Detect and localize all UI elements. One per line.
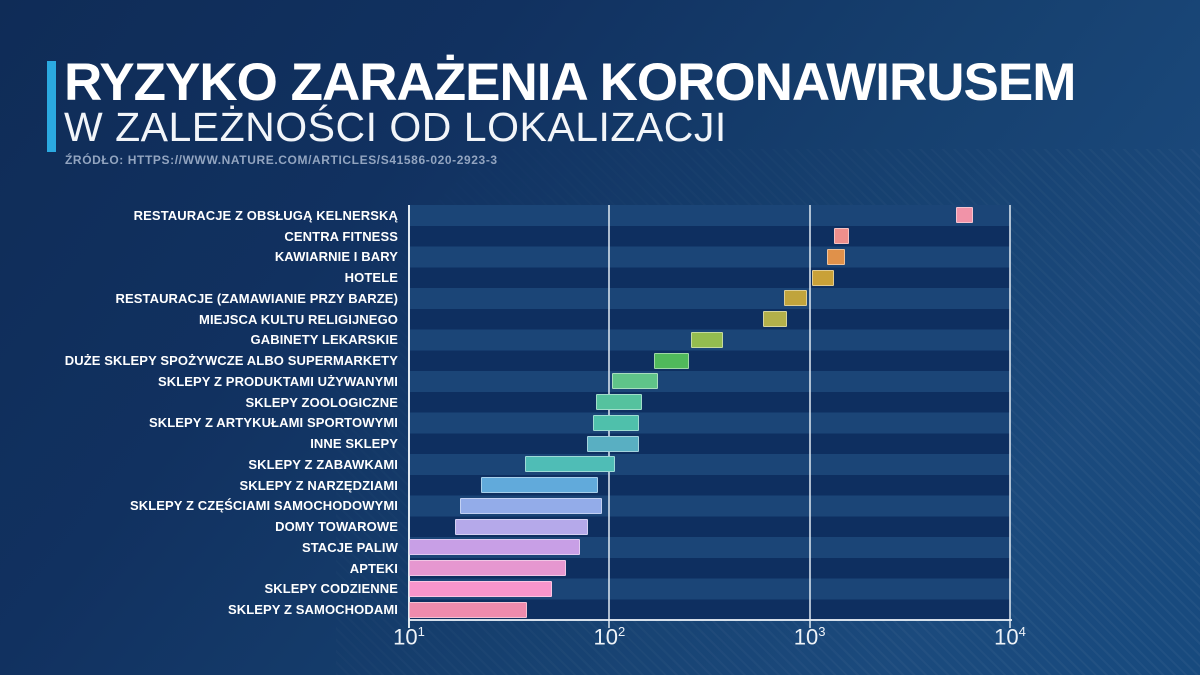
- category-label: SKLEPY Z ZABAWKAMI: [248, 456, 398, 472]
- range-bar: [409, 580, 553, 597]
- range-bar: [956, 207, 973, 224]
- category-label: KAWIARNIE I BARY: [274, 249, 398, 265]
- range-bar: [409, 601, 528, 618]
- category-label: DOMY TOWAROWE: [275, 519, 398, 535]
- category-label: APTEKI: [349, 560, 398, 576]
- range-bar: [593, 414, 639, 431]
- range-bar: [784, 290, 807, 307]
- range-bar: [763, 311, 788, 328]
- category-label: SKLEPY Z SAMOCHODAMI: [227, 602, 398, 618]
- x-tick-label: 101: [393, 624, 425, 650]
- range-bar: [690, 331, 724, 348]
- gridline-10e3: [808, 205, 811, 628]
- range-bar: [525, 456, 616, 473]
- category-label: DUŻE SKLEPY SPOŻYWCZE ALBO SUPERMARKETY: [64, 353, 398, 369]
- gridline-10e4: [1009, 205, 1011, 628]
- category-label: RESTAURACJE (ZAMAWIANIE PRZY BARZE): [115, 290, 398, 306]
- category-label: MIEJSCA KULTU RELIGIJNEGO: [199, 311, 398, 327]
- category-label: SKLEPY ZOOLOGICZNE: [245, 394, 398, 410]
- category-label: SKLEPY Z PRODUKTAMI UŻYWANYMI: [157, 373, 398, 389]
- page-title: RYZYKO ZARAŻENIA KORONAWIRUSEM: [64, 53, 1076, 112]
- gridline-10e1: [408, 205, 410, 628]
- category-label: SKLEPY CODZIENNE: [264, 581, 398, 597]
- x-tick-label: 104: [994, 624, 1026, 650]
- x-axis-line: [409, 619, 1012, 621]
- category-label: CENTRA FITNESS: [284, 228, 398, 244]
- category-label: INNE SKLEPY: [310, 436, 398, 452]
- category-label: SKLEPY Z CZĘŚCIAMI SAMOCHODOWYMI: [129, 498, 398, 514]
- range-bar: [455, 518, 588, 535]
- chart: RESTAURACJE Z OBSŁUGĄ KELNERSKĄ CENTRA FI…: [0, 205, 1200, 665]
- title-accent-bar: [47, 61, 56, 152]
- range-bar: [409, 560, 567, 577]
- range-bar: [460, 497, 603, 514]
- range-bar: [611, 373, 658, 390]
- range-bar: [596, 394, 643, 411]
- category-label: SKLEPY Z ARTYKUŁAMI SPORTOWYMI: [148, 415, 398, 431]
- page-subtitle: W ZALEŻNOŚCI OD LOKALIZACJI: [64, 104, 727, 150]
- range-bar: [826, 248, 845, 265]
- category-label: RESTAURACJE Z OBSŁUGĄ KELNERSKĄ: [133, 207, 398, 223]
- range-bar: [653, 352, 690, 369]
- range-bar: [409, 539, 580, 556]
- x-tick-label: 103: [793, 624, 826, 650]
- category-label: SKLEPY Z NARZĘDZIAMI: [239, 477, 398, 493]
- plot-area: [409, 205, 1010, 620]
- category-label: STACJE PALIW: [301, 539, 398, 555]
- x-tick-label: 102: [593, 624, 626, 650]
- range-bar: [833, 228, 850, 245]
- range-bar: [481, 477, 599, 494]
- source-citation: ŹRÓDŁO: HTTPS://WWW.NATURE.COM/ARTICLES/…: [65, 153, 498, 167]
- category-label: GABINETY LEKARSKIE: [250, 332, 398, 348]
- range-bar: [812, 269, 835, 286]
- range-bar: [586, 435, 639, 452]
- category-label: HOTELE: [344, 270, 398, 286]
